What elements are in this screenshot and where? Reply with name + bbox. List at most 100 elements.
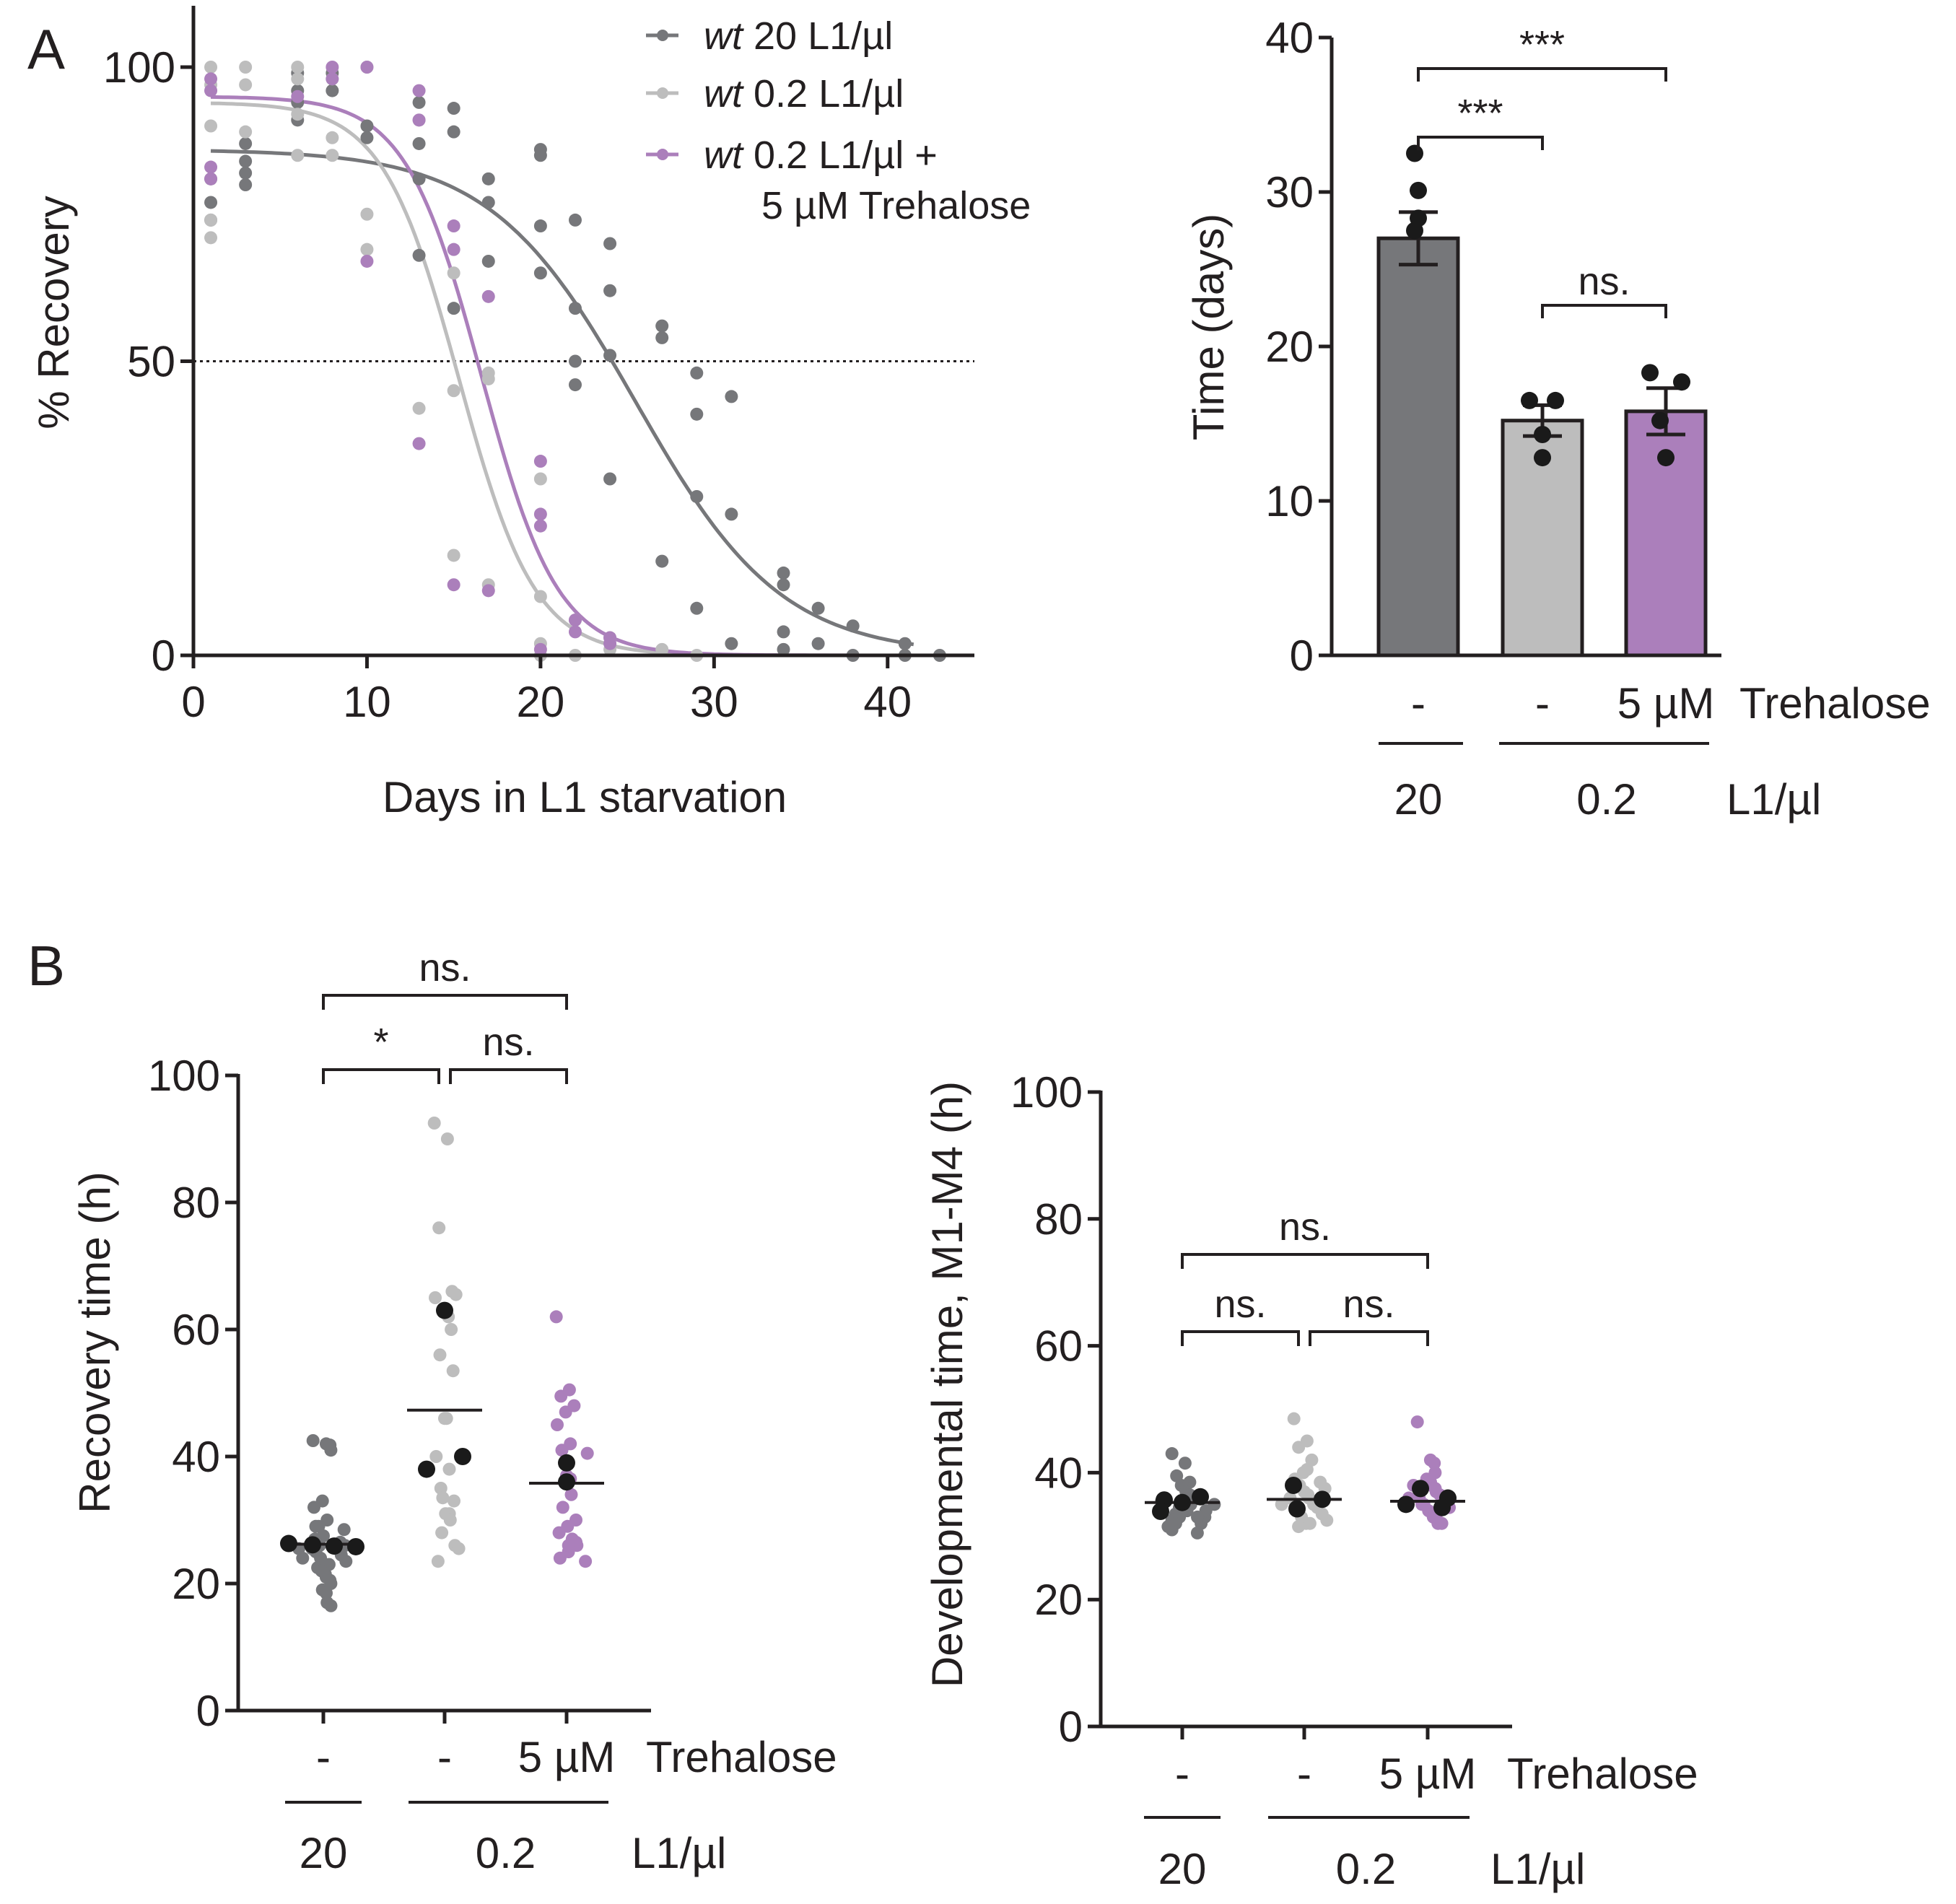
- point-0-28: [320, 1586, 333, 1600]
- replicate-dot-1-2: [1534, 425, 1551, 443]
- point-0-33: [296, 1551, 310, 1565]
- treatment-name: Trehalose: [646, 1733, 837, 1781]
- y-tick-label-20: 20: [1265, 323, 1314, 371]
- treatment-label-0: -: [1175, 1750, 1189, 1798]
- point-0-30: [324, 1599, 338, 1612]
- point-1-8: [446, 1364, 460, 1378]
- point-wt20-26: [533, 149, 547, 162]
- y-tick-label-0: 0: [196, 1687, 220, 1735]
- point-wt20-51: [811, 601, 825, 615]
- survival-points: [204, 61, 946, 662]
- point-wt20-50: [777, 642, 790, 656]
- point-2-12: [556, 1501, 569, 1514]
- replicate-mean-1-2: [1288, 1500, 1306, 1518]
- replicate-mean-0-2: [1152, 1503, 1169, 1521]
- point-wt20-40: [690, 366, 704, 380]
- point-wt20-52: [811, 637, 825, 650]
- bracket-1: [1309, 1330, 1429, 1346]
- y-tick-label-50: 50: [127, 338, 175, 386]
- point-wt20-24: [481, 254, 495, 268]
- point-2-11: [564, 1488, 578, 1501]
- significance-brackets: *** *** ns.: [1417, 23, 1667, 318]
- point-wt20-20: [447, 125, 460, 139]
- point-1-23: [440, 1412, 453, 1425]
- replicate-mean-2-1: [558, 1473, 575, 1491]
- panel-b-developmental-time-chart: 0 20 40 60 80 100 ns. ns. ns. - - 5 µM Trehalose 20…: [923, 1068, 1698, 1893]
- point-wt02-22: [447, 549, 460, 562]
- bracket-label-2: ns.: [1578, 260, 1630, 303]
- point-2-23: [562, 1539, 575, 1553]
- density-label-1: 0.2: [476, 1829, 536, 1877]
- legend-label-trehalose: wt 0.2 L1/µl +: [704, 134, 938, 177]
- point-1-0: [427, 1117, 441, 1130]
- replicate-dot-1-0: [1521, 391, 1538, 409]
- replicate-mean-0-1: [304, 1536, 321, 1554]
- bar-2: [1624, 409, 1708, 658]
- bracket-label-2: ns.: [419, 946, 471, 990]
- point-1-2: [432, 1221, 446, 1235]
- point-wt20-13: [360, 119, 374, 133]
- point-treh-6: [326, 72, 339, 86]
- point-1-20: [1303, 1516, 1317, 1530]
- point-wt20-5: [239, 166, 253, 180]
- point-wt20-21: [447, 302, 460, 315]
- point-1-22: [436, 1491, 450, 1505]
- legend: wt 20 L1/µl wt 0.2 L1/µl wt 0.2 L1/µl + …: [646, 14, 1031, 227]
- point-treh-8: [360, 254, 374, 268]
- replicate-dot-2-2: [1651, 411, 1669, 429]
- point-1-4: [449, 1288, 463, 1301]
- y-tick-label-40: 40: [172, 1433, 220, 1481]
- point-wt02-27: [533, 590, 547, 603]
- point-2-20: [553, 1551, 567, 1565]
- point-wt20-3: [239, 136, 253, 150]
- y-tick-label-80: 80: [1034, 1195, 1083, 1244]
- point-treh-18: [533, 507, 547, 521]
- point-treh-21: [568, 613, 582, 627]
- point-wt20-6: [239, 178, 253, 191]
- y-tick-label-80: 80: [172, 1179, 220, 1227]
- point-wt20-12: [326, 84, 339, 97]
- density-label-0: 20: [1158, 1845, 1207, 1893]
- y-tick-label-60: 60: [172, 1306, 220, 1354]
- panel-label-b: B: [27, 934, 65, 997]
- point-wt20-4: [239, 154, 253, 168]
- bracket-label-0: ns.: [1214, 1283, 1266, 1326]
- point-2-0: [1410, 1415, 1424, 1429]
- point-wt20-32: [568, 378, 582, 392]
- point-1-1: [440, 1132, 454, 1145]
- replicate-dot-0-3: [1410, 209, 1427, 227]
- axes: 0 10 20 30 40: [1265, 14, 1721, 680]
- significance-brackets: * ns. ns.: [322, 946, 568, 1084]
- y-axis-label: Time (days): [1184, 214, 1233, 440]
- replicate-mean-2-2: [1397, 1495, 1415, 1514]
- point-wt20-27: [533, 219, 547, 233]
- y-tick-label-60: 60: [1034, 1322, 1083, 1371]
- point-treh-15: [481, 289, 495, 303]
- treatment-label-0: -: [1411, 679, 1425, 728]
- replicate-mean-0-2: [326, 1537, 343, 1555]
- replicate-mean-1-1: [1314, 1490, 1331, 1508]
- y-tick-label-30: 30: [1265, 168, 1314, 217]
- point-wt20-16: [412, 136, 426, 150]
- replicate-mean-0-0: [280, 1534, 297, 1553]
- y-tick-label-100: 100: [103, 43, 175, 92]
- bracket-2: [322, 994, 568, 1010]
- point-2-8: [580, 1446, 594, 1460]
- treatment-label-1: -: [1297, 1750, 1311, 1798]
- density-unit: L1/µl: [1490, 1845, 1585, 1893]
- point-wt20-44: [725, 390, 738, 403]
- point-treh-19: [533, 519, 547, 533]
- point-wt20-17: [412, 172, 426, 185]
- bracket-label-1: ns.: [482, 1021, 534, 1064]
- point-0-5: [307, 1501, 320, 1514]
- legend-entry-trehalose: wt 0.2 L1/µl + 5 µM Trehalose: [646, 134, 1031, 227]
- point-wt02-20: [447, 266, 460, 280]
- point-0-34: [309, 1519, 323, 1533]
- replicate-dot-1-1: [1547, 391, 1564, 409]
- point-treh-24: [603, 637, 617, 650]
- point-0-8: [337, 1523, 351, 1537]
- replicate-mean-0-3: [1192, 1488, 1209, 1506]
- treatment-label-2: 5 µM: [518, 1733, 616, 1781]
- point-1-17: [435, 1526, 449, 1540]
- x-axis-label: Days in L1 starvation: [383, 773, 787, 821]
